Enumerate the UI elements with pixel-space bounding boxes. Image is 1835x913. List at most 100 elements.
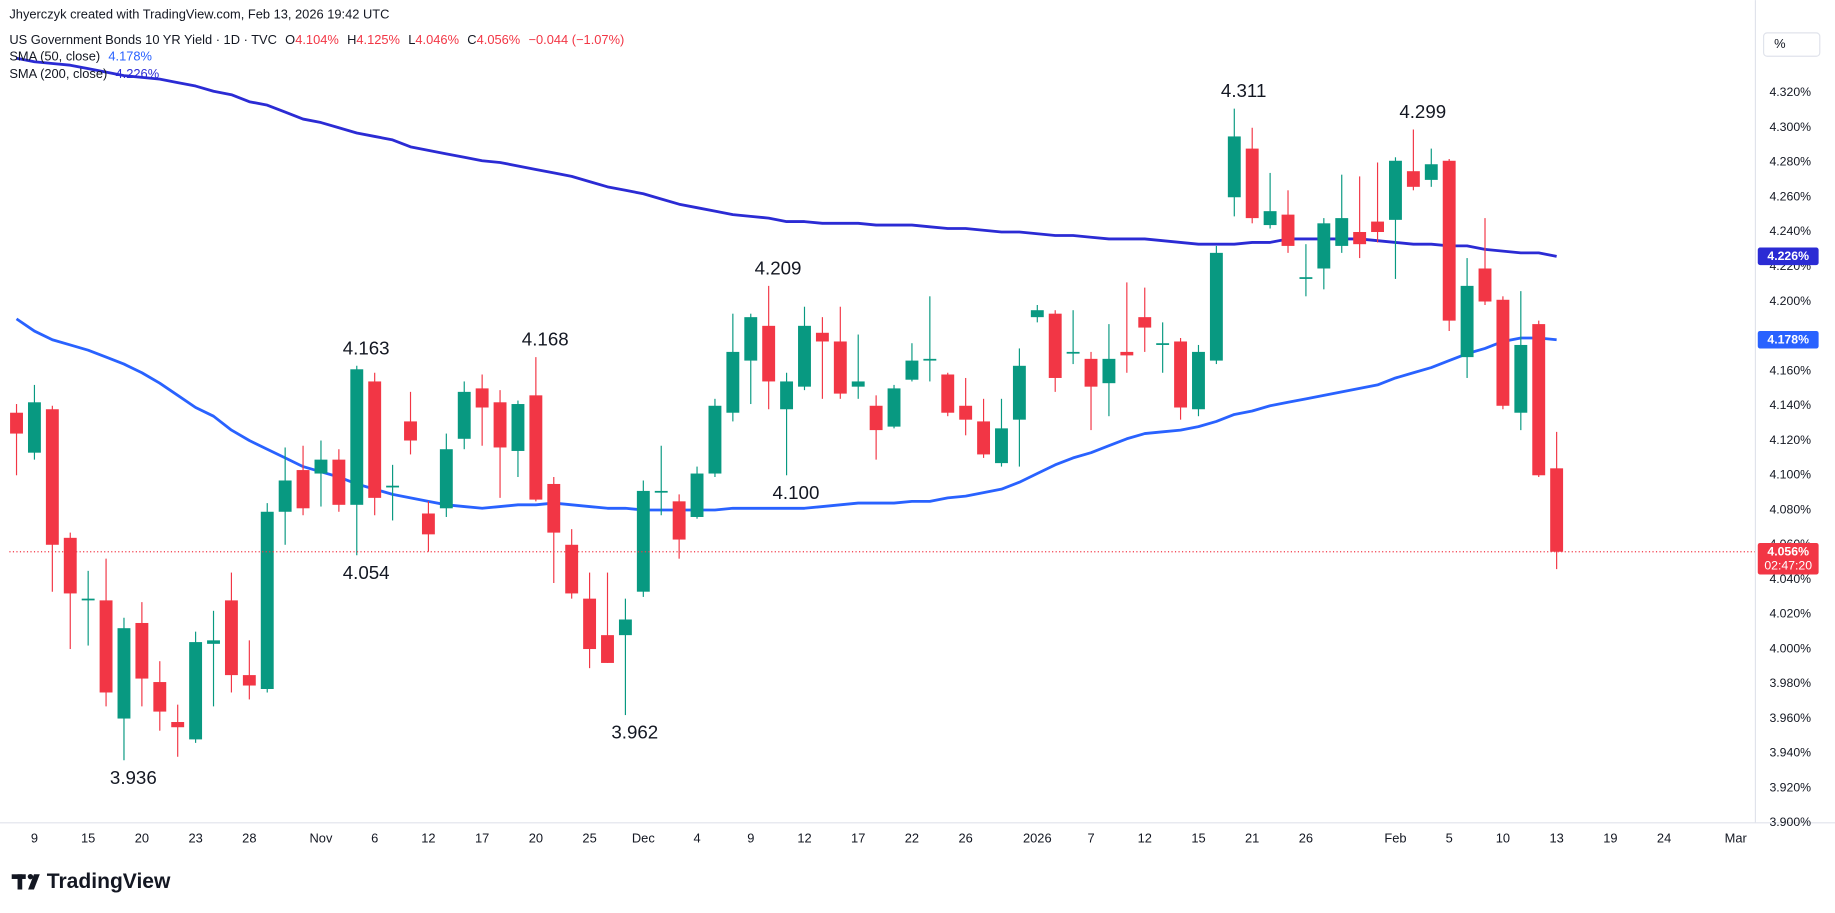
y-tick-label: 4.100%	[1769, 468, 1811, 482]
plot-area	[9, 56, 1756, 761]
price-annotation: 4.299	[1399, 101, 1446, 122]
sma-name: SMA (50, close)	[9, 49, 100, 64]
x-tick-label: 19	[1603, 831, 1617, 846]
y-tick-label: 3.900%	[1769, 815, 1811, 829]
candle-body	[1245, 148, 1259, 219]
x-tick-label: 12	[1138, 831, 1152, 846]
candle-body	[547, 483, 561, 533]
candle-body	[941, 374, 955, 413]
x-tick-label: 13	[1549, 831, 1563, 846]
candle-body	[887, 388, 901, 427]
price-annotation: 4.054	[343, 562, 390, 583]
logo-glyph	[28, 874, 40, 890]
sma-line	[16, 56, 1557, 258]
candle-body	[1478, 268, 1492, 302]
x-tick-label: 22	[905, 831, 919, 846]
candle-body	[63, 537, 77, 594]
x-tick-label: 10	[1496, 831, 1510, 846]
candle-body	[995, 428, 1008, 464]
candle-body	[798, 325, 811, 387]
candle-body	[207, 640, 220, 644]
x-tick-label: 12	[797, 831, 811, 846]
y-tick-label: 3.920%	[1769, 780, 1811, 794]
candle-body	[869, 405, 883, 431]
candle-body	[1299, 277, 1313, 279]
ohlc-value: 4.104%	[295, 32, 339, 47]
candle-body	[1496, 299, 1510, 406]
change: −0.044 (−1.07%)	[528, 32, 624, 47]
candle-body	[1371, 221, 1385, 233]
y-tick-label: 4.120%	[1769, 433, 1811, 447]
x-tick-label: 17	[475, 831, 489, 846]
candle-body	[654, 490, 668, 493]
candle-body	[851, 381, 865, 387]
candle-body	[726, 351, 740, 413]
candle-body	[1317, 223, 1331, 269]
x-tick-label: 26	[1299, 831, 1313, 846]
logo-text: TradingView	[47, 870, 171, 893]
candle-body	[511, 404, 525, 451]
candle-body	[1406, 171, 1420, 187]
candle-body	[1281, 214, 1295, 246]
x-tick-label: 23	[188, 831, 202, 846]
candle-body	[493, 402, 507, 448]
y-tick-label: 4.160%	[1769, 363, 1811, 377]
candle-body	[1227, 136, 1241, 198]
candle-body	[905, 360, 919, 380]
candle-body	[242, 675, 256, 686]
candle-body	[1335, 218, 1349, 246]
y-tick-label: 3.960%	[1769, 711, 1811, 725]
price-annotation: 4.311	[1221, 80, 1266, 101]
x-tick-label: Dec	[632, 831, 655, 846]
candle-body	[565, 544, 579, 594]
y-tick-label: 4.080%	[1769, 502, 1811, 516]
x-tick-label: 5	[1446, 831, 1453, 846]
candle-body	[135, 622, 149, 679]
x-tick-label: 28	[242, 831, 256, 846]
credit: Jhyerczyk created with TradingView.com, …	[9, 7, 389, 22]
candle-body	[457, 391, 471, 439]
y-tick-label: 4.240%	[1769, 224, 1811, 238]
ohlc-value: 4.056%	[477, 32, 521, 47]
y-tick-label: 4.040%	[1769, 572, 1811, 586]
candle-body	[815, 332, 829, 342]
candle-body	[690, 473, 704, 517]
candle-body	[762, 325, 776, 382]
candle-body	[1138, 317, 1152, 328]
candle-body	[618, 619, 632, 636]
candle-body	[45, 409, 59, 545]
candle-body	[744, 317, 758, 361]
candle-body	[1174, 341, 1188, 408]
candle-body	[421, 513, 435, 535]
x-tick-label: 2026	[1023, 831, 1052, 846]
candle-body	[350, 369, 364, 505]
price-badge-label: 4.226%	[1767, 249, 1809, 263]
candle-body	[386, 485, 400, 488]
x-tick-label: 15	[1191, 831, 1205, 846]
price-badge	[1757, 330, 1819, 349]
x-tick-label: Nov	[310, 831, 333, 846]
candle-body	[404, 421, 417, 441]
x-tick-label: 12	[421, 831, 435, 846]
x-tick-label: 7	[1087, 831, 1094, 846]
candle-body	[332, 459, 346, 505]
ohlc-value: 4.125%	[356, 32, 400, 47]
y-tick-label: 3.940%	[1769, 746, 1811, 760]
candle-body	[296, 470, 310, 509]
ohlc-key: L	[408, 32, 415, 47]
candle-body	[1192, 351, 1205, 410]
unit-button[interactable]: %	[1774, 36, 1785, 51]
countdown-label: 02:47:20	[1764, 559, 1812, 573]
candle-body	[1424, 164, 1438, 180]
candle-body	[1120, 351, 1134, 356]
candle-body	[439, 449, 453, 509]
x-tick-label: 26	[959, 831, 973, 846]
y-tick-label: 4.260%	[1769, 190, 1811, 204]
x-tick-label: 24	[1657, 831, 1671, 846]
candle-body	[260, 511, 274, 690]
unit-button-box[interactable]	[1763, 32, 1821, 57]
y-tick-label: 4.200%	[1769, 294, 1811, 308]
candle-body	[529, 395, 543, 500]
